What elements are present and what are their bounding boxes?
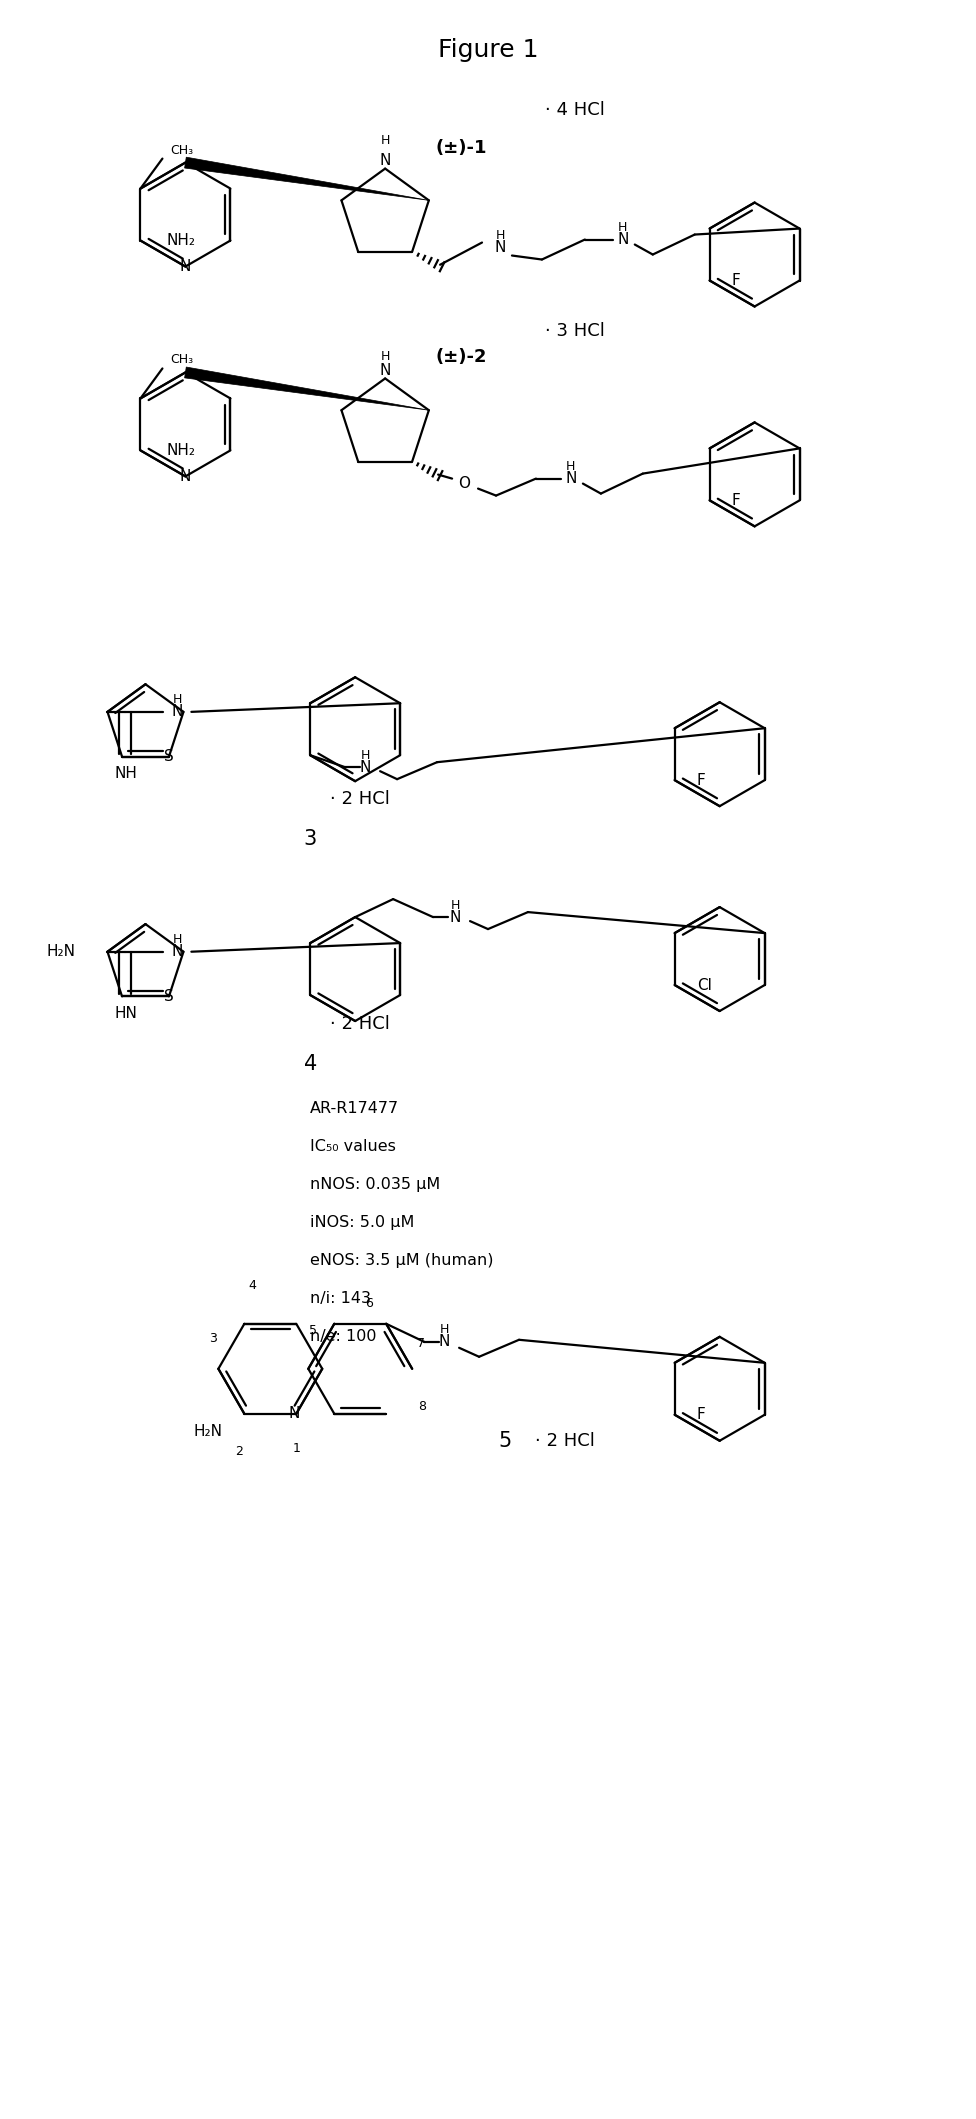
Text: N: N — [359, 761, 371, 776]
Text: H: H — [381, 133, 389, 146]
Text: N: N — [449, 909, 461, 924]
Text: N: N — [617, 233, 629, 248]
Text: · 3 HCl: · 3 HCl — [545, 322, 605, 341]
Text: 1: 1 — [293, 1443, 301, 1456]
Text: N: N — [180, 468, 191, 483]
Text: 8: 8 — [418, 1401, 427, 1413]
Text: 2: 2 — [235, 1445, 243, 1458]
Text: nNOS: 0.035 μM: nNOS: 0.035 μM — [310, 1176, 440, 1191]
Text: CH₃: CH₃ — [171, 144, 193, 157]
Text: 4: 4 — [249, 1280, 257, 1293]
Text: F: F — [697, 1407, 706, 1422]
Text: N: N — [438, 1335, 450, 1350]
Text: S: S — [164, 990, 174, 1004]
Text: S: S — [164, 748, 174, 765]
Text: · 4 HCl: · 4 HCl — [545, 100, 605, 119]
Text: H₂N: H₂N — [47, 945, 75, 960]
Text: CH₃: CH₃ — [171, 354, 193, 367]
Text: H: H — [381, 350, 389, 362]
Text: n/i: 143: n/i: 143 — [310, 1290, 371, 1305]
Text: H: H — [173, 932, 183, 947]
Text: F: F — [732, 494, 741, 509]
Text: H: H — [439, 1322, 449, 1337]
Text: n/e: 100: n/e: 100 — [310, 1329, 377, 1343]
Text: NH₂: NH₂ — [167, 443, 195, 458]
Text: (±)-1: (±)-1 — [435, 138, 487, 157]
Text: O: O — [458, 477, 470, 492]
Text: N: N — [380, 153, 390, 167]
Text: 7: 7 — [417, 1337, 426, 1350]
Text: · 2 HCl: · 2 HCl — [535, 1432, 594, 1449]
Text: AR-R17477: AR-R17477 — [310, 1102, 399, 1117]
Text: eNOS: 3.5 μM (human): eNOS: 3.5 μM (human) — [310, 1252, 494, 1267]
Text: N: N — [494, 239, 506, 254]
Text: N: N — [172, 945, 183, 960]
Text: 3: 3 — [304, 829, 317, 850]
Text: 5: 5 — [499, 1430, 511, 1452]
Text: 6: 6 — [365, 1297, 373, 1310]
Text: · 2 HCl: · 2 HCl — [330, 1015, 390, 1034]
Text: N: N — [172, 704, 183, 718]
Text: · 2 HCl: · 2 HCl — [330, 790, 390, 807]
Text: H: H — [566, 460, 576, 473]
Text: (±)-2: (±)-2 — [435, 348, 487, 367]
Text: H₂N: H₂N — [193, 1424, 223, 1439]
Text: N: N — [565, 470, 577, 485]
Text: 3: 3 — [210, 1333, 218, 1346]
Text: H: H — [173, 693, 183, 706]
Text: F: F — [732, 273, 741, 288]
Text: H: H — [450, 898, 460, 911]
Text: NH₂: NH₂ — [167, 233, 195, 248]
Text: NH: NH — [114, 765, 137, 780]
Text: H: H — [360, 748, 370, 761]
Text: N: N — [380, 362, 390, 377]
Text: H: H — [618, 220, 628, 233]
Text: iNOS: 5.0 μM: iNOS: 5.0 μM — [310, 1214, 415, 1229]
Text: HN: HN — [114, 1007, 137, 1021]
Text: N: N — [289, 1407, 300, 1422]
Text: Cl: Cl — [697, 977, 712, 992]
Text: IC₅₀ values: IC₅₀ values — [310, 1138, 396, 1155]
Text: N: N — [180, 259, 191, 273]
Polygon shape — [184, 157, 428, 201]
Text: F: F — [697, 773, 706, 788]
Polygon shape — [184, 367, 428, 411]
Text: 4: 4 — [304, 1053, 317, 1074]
Text: 5: 5 — [309, 1324, 317, 1337]
Text: Figure 1: Figure 1 — [438, 38, 538, 61]
Text: H: H — [495, 229, 505, 242]
